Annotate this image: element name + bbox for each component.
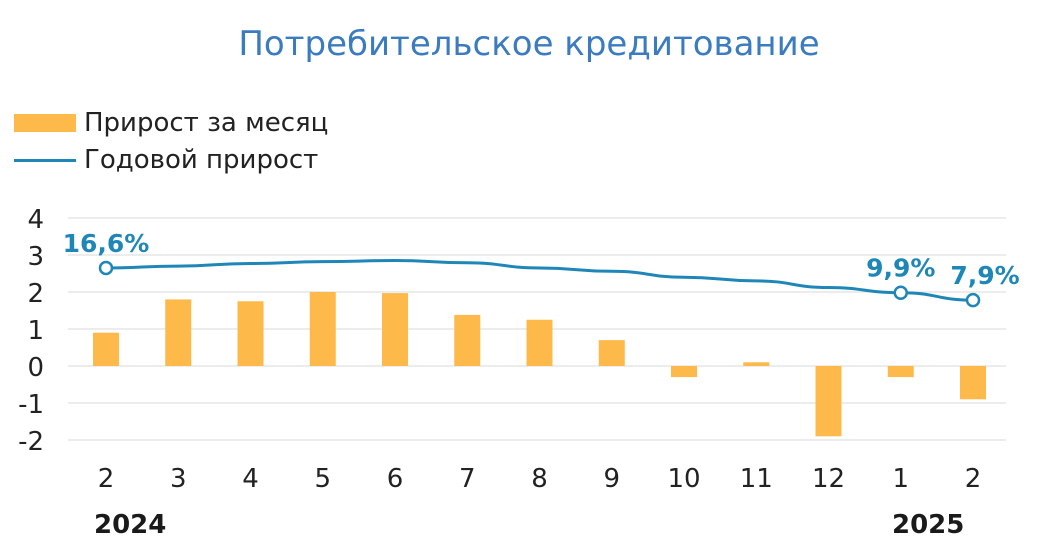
x-tick-label: 12 (812, 464, 845, 494)
y-tick-label: 3 (27, 242, 44, 272)
bar (309, 292, 336, 366)
x-tick-label: 5 (314, 464, 331, 494)
bar (960, 366, 986, 400)
x-tick-label: 10 (667, 464, 700, 494)
x-tick-label: 4 (242, 464, 259, 494)
bar (526, 319, 553, 366)
bar (93, 332, 119, 366)
y-tick-label: 0 (27, 353, 44, 383)
year-label-start: 2024 (94, 510, 167, 540)
x-tick-label: 2 (965, 464, 982, 494)
bar (165, 299, 192, 366)
x-tick-label: 9 (603, 464, 620, 494)
x-tick-label: 2 (98, 464, 115, 494)
x-tick-label: 3 (170, 464, 187, 494)
y-tick-label: 4 (27, 205, 44, 235)
legend-item-monthly: Прирост за месяц (14, 108, 328, 138)
chart-title: Потребительское кредитование (238, 24, 820, 64)
line-marker (98, 260, 114, 276)
line-marker (893, 285, 908, 300)
year-label-end: 2025 (892, 510, 965, 540)
bar (237, 301, 264, 366)
data-label: 16,6% (63, 229, 150, 258)
legend-label-annual: Годовой прирост (84, 145, 319, 175)
x-tick-label: 1 (892, 464, 909, 494)
y-tick-label: -2 (18, 427, 44, 457)
legend-swatch-annual (14, 158, 76, 162)
bar (743, 362, 770, 366)
bar (815, 366, 842, 437)
bar (454, 314, 481, 366)
bar (671, 366, 697, 378)
x-tick-label: 7 (459, 464, 476, 494)
annual-growth-line (105, 259, 974, 302)
x-tick-label: 11 (740, 464, 773, 494)
y-tick-label: -1 (18, 390, 44, 420)
legend-label-monthly: Прирост за месяц (84, 108, 329, 138)
data-label: 9,9% (866, 254, 935, 283)
y-tick-label: 2 (27, 279, 44, 309)
bar (382, 293, 408, 366)
y-tick-label: 1 (27, 316, 44, 346)
legend-item-annual: Годовой прирост (14, 145, 318, 175)
legend-swatch-monthly (14, 114, 76, 132)
bar (598, 340, 625, 366)
x-tick-label: 8 (531, 464, 548, 494)
line-marker (965, 292, 981, 308)
bar (887, 366, 914, 378)
x-tick-label: 6 (387, 464, 404, 494)
data-label: 7,9% (950, 261, 1019, 290)
